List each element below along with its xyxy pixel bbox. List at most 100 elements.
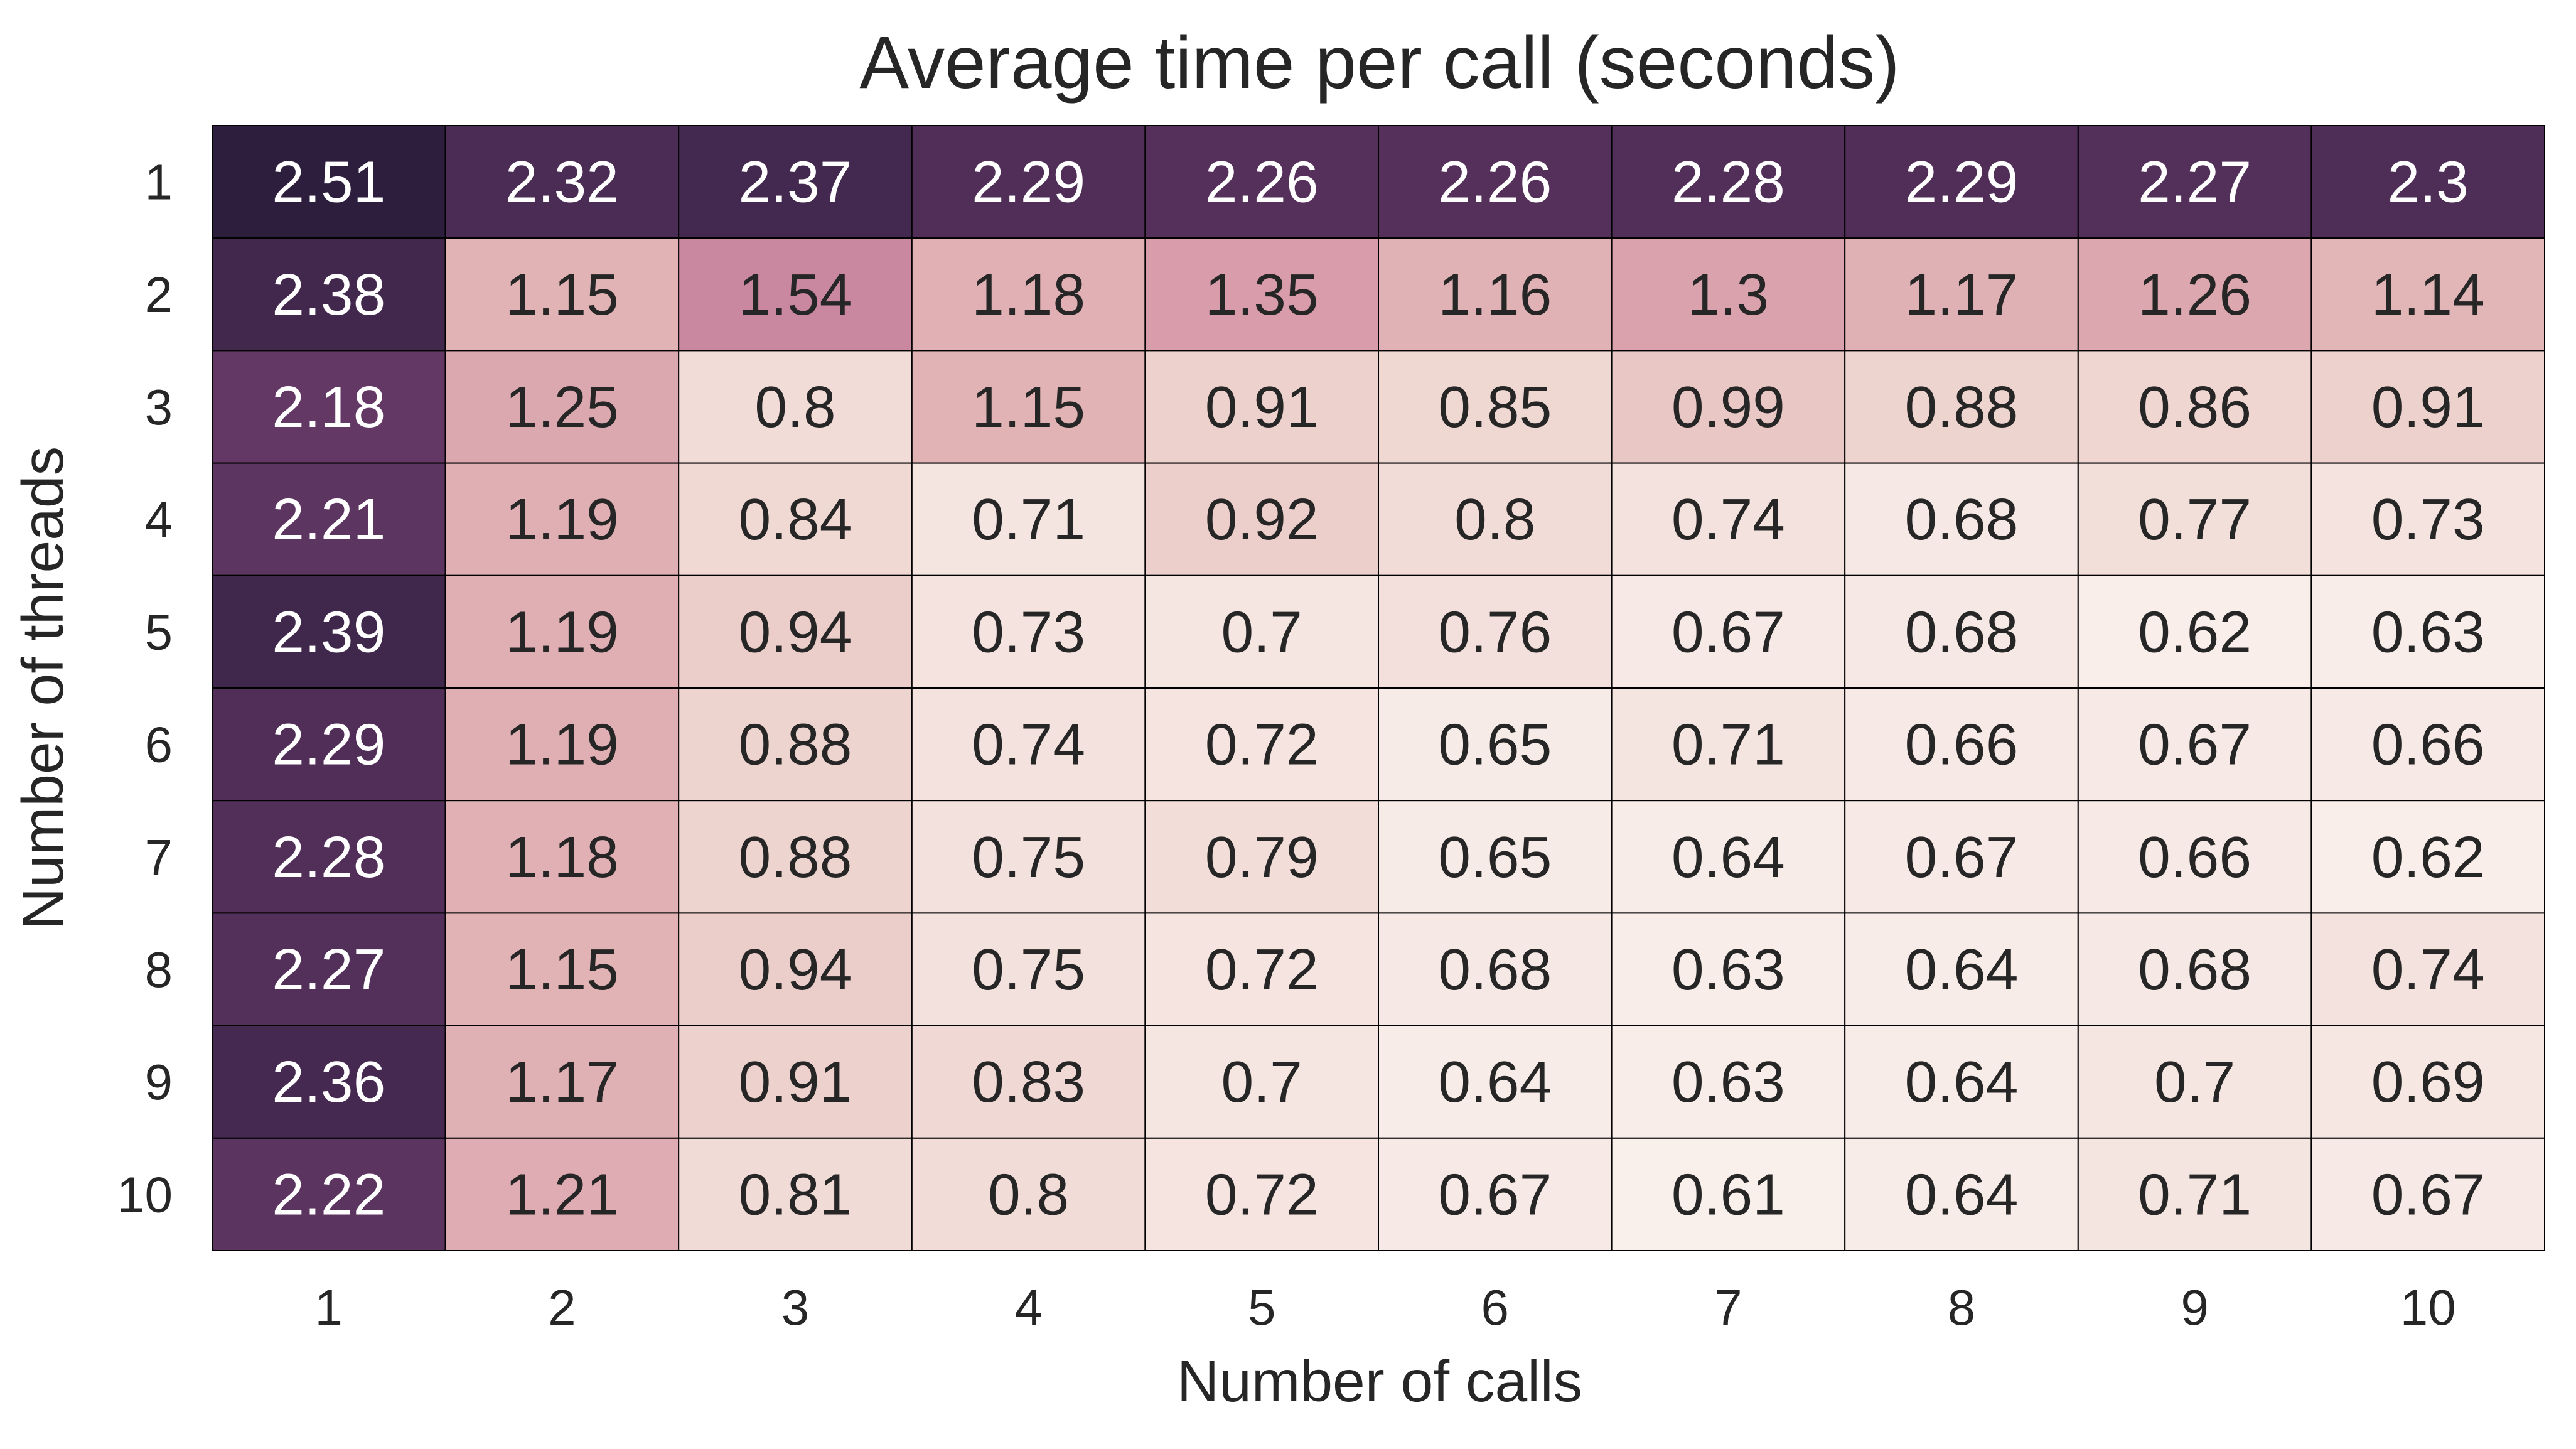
- heatmap-cell: [678, 350, 913, 464]
- heatmap-cell-value: 0.7: [1221, 599, 1302, 664]
- y-tick-label: 6: [145, 717, 173, 773]
- heatmap-cell-value: 0.71: [1672, 712, 1785, 777]
- heatmap-cell-value: 0.67: [1672, 599, 1785, 664]
- heatmap-cell-value: 1.15: [505, 937, 619, 1002]
- heatmap-cell-value: 2.26: [1205, 149, 1319, 215]
- heatmap-cell-value: 2.3: [2388, 149, 2469, 215]
- heatmap-cell-value: 1.17: [1904, 262, 2018, 327]
- heatmap-cell-value: 2.26: [1438, 149, 1552, 215]
- heatmap-cell-value: 0.68: [2138, 937, 2251, 1002]
- heatmap-cell-value: 2.39: [272, 599, 385, 664]
- heatmap-cell-value: 0.83: [972, 1049, 1085, 1114]
- heatmap-cell-value: 1.19: [505, 599, 619, 664]
- y-tick-label: 2: [145, 267, 173, 323]
- heatmap-cell: [1611, 800, 1846, 914]
- heatmap-cell: [2310, 912, 2545, 1026]
- heatmap-cell-value: 0.64: [1904, 937, 2018, 1002]
- heatmap-cell-value: 1.26: [2138, 262, 2251, 327]
- heatmap-cell: [2077, 237, 2312, 352]
- heatmap-cell: [1144, 687, 1380, 802]
- heatmap-cell-value: 1.35: [1205, 262, 1319, 327]
- heatmap-cell-value: 0.63: [1672, 1049, 1785, 1114]
- heatmap-cell-value: 0.64: [1672, 824, 1785, 890]
- heatmap-cell: [1378, 462, 1613, 576]
- heatmap-cell-value: 0.8: [988, 1161, 1069, 1227]
- heatmap-cell-value: 1.3: [1688, 262, 1769, 327]
- y-tick-label: 4: [145, 492, 173, 547]
- heatmap-cell-value: 0.91: [2371, 374, 2485, 439]
- heatmap-cell: [911, 574, 1146, 689]
- heatmap-cell: [2077, 1137, 2312, 1252]
- heatmap-cell-value: 2.36: [272, 1049, 385, 1114]
- heatmap-cell: [1844, 574, 2079, 689]
- y-tick-label: 9: [145, 1054, 173, 1110]
- heatmap-cell-value: 1.19: [505, 487, 619, 552]
- heatmap-cell-value: 2.29: [972, 149, 1085, 215]
- heatmap-cell: [678, 125, 913, 239]
- x-tick-label: 6: [1481, 1279, 1510, 1335]
- heatmap-cell-value: 0.84: [738, 487, 852, 552]
- heatmap-cell-value: 0.91: [1205, 374, 1319, 439]
- heatmap-cell: [2310, 1025, 2545, 1139]
- heatmap-cell: [2077, 574, 2312, 689]
- heatmap-cells: [212, 125, 2545, 1252]
- heatmap-cell-value: 0.92: [1205, 487, 1319, 552]
- heatmap-cell: [678, 912, 913, 1026]
- heatmap-cell: [1611, 237, 1846, 352]
- heatmap-cell: [678, 237, 913, 352]
- heatmap-cell: [444, 350, 680, 464]
- y-tick-label: 8: [145, 942, 173, 998]
- heatmap-cell-value: 1.18: [505, 824, 619, 890]
- x-tick-label: 3: [781, 1279, 810, 1335]
- heatmap-cell-value: 0.64: [1904, 1161, 2018, 1227]
- heatmap-cell-value: 2.28: [1672, 149, 1785, 215]
- x-tick-labels: 1 2 3 4 5 6 7 8 9 10: [315, 1279, 2456, 1335]
- heatmap-cell: [1144, 1025, 1380, 1139]
- heatmap-cell: [1611, 574, 1846, 689]
- heatmap-cell: [212, 350, 446, 464]
- heatmap-cell: [1378, 1025, 1613, 1139]
- heatmap-cell-value: 0.77: [2138, 487, 2251, 552]
- heatmap-cell: [911, 350, 1146, 464]
- heatmap-cell: [2310, 462, 2545, 576]
- heatmap-cell: [444, 237, 680, 352]
- heatmap-cell-value: 0.65: [1438, 712, 1552, 777]
- heatmap-cell-value: 0.73: [2371, 487, 2485, 552]
- heatmap-cell-value: 1.15: [505, 262, 619, 327]
- heatmap-cell: [2310, 800, 2545, 914]
- heatmap-cell-value: 0.67: [1904, 824, 2018, 890]
- heatmap-cell: [1144, 912, 1380, 1026]
- heatmap-cell: [212, 1137, 446, 1252]
- heatmap-cell: [1844, 1137, 2079, 1252]
- heatmap-cell: [1144, 462, 1380, 576]
- heatmap-cell-value: 1.54: [738, 262, 852, 327]
- heatmap-cell: [1144, 800, 1380, 914]
- heatmap-cell: [444, 1025, 680, 1139]
- heatmap-cell-value: 0.68: [1904, 599, 2018, 664]
- heatmap-cell-value: 0.88: [738, 712, 852, 777]
- heatmap-cell-value: 2.29: [272, 712, 385, 777]
- heatmap-cell-value: 0.61: [1672, 1161, 1785, 1227]
- heatmap-cell: [911, 1137, 1146, 1252]
- y-tick-label: 3: [145, 379, 173, 435]
- heatmap-cell-value: 2.27: [272, 937, 385, 1002]
- heatmap-cell: [444, 1137, 680, 1252]
- heatmap-cell: [1611, 912, 1846, 1026]
- heatmap-cell-value: 0.94: [738, 599, 852, 664]
- heatmap-cell: [1844, 800, 2079, 914]
- heatmap-cell: [444, 800, 680, 914]
- heatmap-cell-value: 0.62: [2371, 824, 2485, 890]
- heatmap-cell: [678, 1137, 913, 1252]
- heatmap-cell-value: 0.68: [1904, 487, 2018, 552]
- y-tick-label: 1: [145, 154, 173, 210]
- heatmap-cell: [1378, 350, 1613, 464]
- heatmap-cell-value: 0.72: [1205, 937, 1319, 1002]
- heatmap-cell-value: 0.69: [2371, 1049, 2485, 1114]
- heatmap-cell-value: 2.29: [1904, 149, 2018, 215]
- heatmap-cell-value: 1.21: [505, 1161, 619, 1227]
- heatmap-cell-value: 0.74: [972, 712, 1085, 777]
- y-axis-label: Number of threads: [10, 446, 75, 930]
- heatmap-cell: [212, 125, 446, 239]
